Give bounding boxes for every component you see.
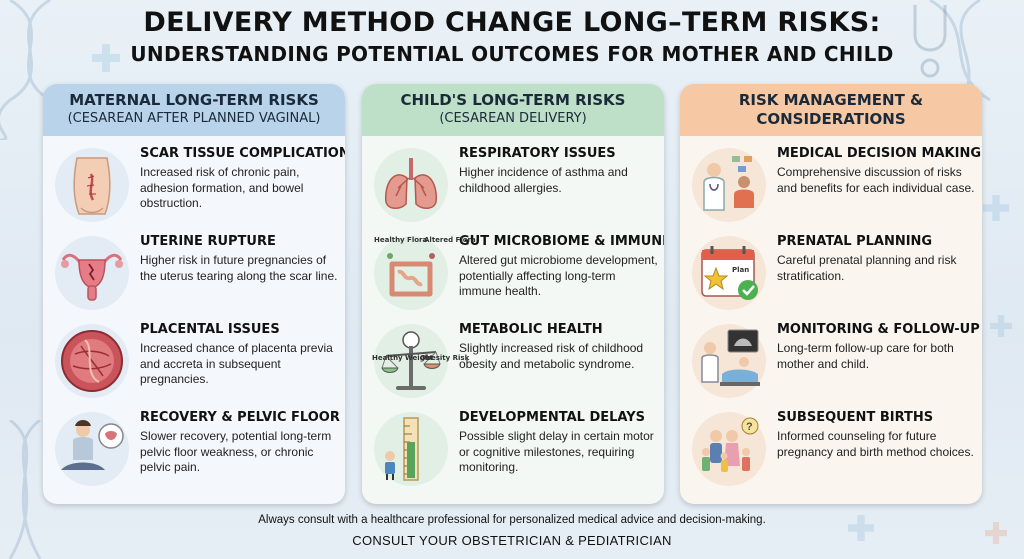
placenta-icon [55,324,129,398]
risk-item: RECOVERY & PELVIC FLOOR Slower recovery,… [43,408,345,496]
item-title: DEVELOPMENTAL DELAYS [459,410,645,425]
medical-cross-icon [985,522,1007,544]
item-title: MEDICAL DECISION MAKING [777,146,982,161]
consideration-item: Plan PRENATAL PLANNING Careful prenatal … [680,232,982,320]
ultrasound-icon [692,324,766,398]
pelvic-recovery-icon [55,412,129,486]
intestine-icon [374,236,448,310]
risk-item: METABOLIC HEALTH Slightly increased risk… [362,320,664,408]
child-risks-panel: CHILD'S LONG-TERM RISKS (CESAREAN DELIVE… [362,84,664,504]
maternal-risks-panel: MATERNAL LONG-TERM RISKS (CESAREAN AFTER… [43,84,345,504]
item-description: Higher incidence of asthma and childhood… [459,165,628,195]
item-title: METABOLIC HEALTH [459,322,603,337]
consideration-item: MONITORING & FOLLOW-UP Long-term follow-… [680,320,982,408]
risk-item: SCAR TISSUE COMPLICATIONS Increased risk… [43,144,345,232]
calendar-plan-icon: Plan [692,236,766,310]
item-description: Slightly increased risk of childhood obe… [459,341,644,371]
family-icon: ? [692,412,766,486]
panel-header: RISK MANAGEMENT & CONSIDERATIONS [680,84,982,136]
doctor-consult-icon [692,148,766,222]
consult-banner: CONSULT YOUR OBSTETRICIAN & PEDIATRICIAN [352,533,672,548]
balance-scale-icon [374,324,448,398]
consideration-item: MEDICAL DECISION MAKING Comprehensive di… [680,144,982,232]
item-description: Altered gut microbiome development, pote… [459,253,658,298]
risk-item: UTERINE RUPTURE Higher risk in future pr… [43,232,345,320]
item-title: PRENATAL PLANNING [777,234,933,249]
medical-cross-icon [990,315,1012,337]
panel-header: CHILD'S LONG-TERM RISKS (CESAREAN DELIVE… [362,84,664,136]
item-title: RECOVERY & PELVIC FLOOR [140,410,340,425]
page-title: DELIVERY METHOD CHANGE LONG–TERM RISKS: … [0,6,1024,68]
item-description: Slower recovery, potential long-term pel… [140,429,332,474]
risk-item: GUT MICROBIOME & IMMUNITY Altered gut mi… [362,232,664,320]
item-title: RESPIRATORY ISSUES [459,146,616,161]
uterus-icon [55,236,129,310]
risk-item: RESPIRATORY ISSUES Higher incidence of a… [362,144,664,232]
item-description: Careful prenatal planning and risk strat… [777,253,957,283]
panel-heading: RISK MANAGEMENT & [738,91,924,109]
item-description: Higher risk in future pregnancies of the… [140,253,338,283]
item-description: Increased chance of placenta previa and … [140,341,333,386]
abdomen-scar-icon [55,148,129,222]
medical-cross-icon [983,195,1009,221]
item-description: Long-term follow-up care for both mother… [777,341,954,371]
stethoscope-icon [913,5,947,78]
risk-item: DEVELOPMENTAL DELAYS Possible slight del… [362,408,664,496]
item-description: Comprehensive discussion of risks and be… [777,165,975,195]
medical-cross-icon [92,44,120,72]
growth-chart-icon [374,412,448,486]
panel-subheading: CONSIDERATIONS [756,110,906,128]
item-title: GUT MICROBIOME & IMMUNITY [459,234,664,249]
panel-header: MATERNAL LONG-TERM RISKS (CESAREAN AFTER… [43,84,345,136]
svg-text:?: ? [746,421,753,433]
item-description: Informed counseling for future pregnancy… [777,429,974,459]
disclaimer-note: Always consult with a healthcare profess… [258,514,766,526]
panel-heading: MATERNAL LONG-TERM RISKS [69,91,319,109]
item-title: UTERINE RUPTURE [140,234,276,249]
dna-strand-icon [8,420,42,559]
panel-subheading: (CESAREAN AFTER PLANNED VAGINAL) [67,111,321,126]
risk-management-panel: RISK MANAGEMENT & CONSIDERATIONS MEDICAL… [680,84,982,504]
medical-cross-icon [848,515,874,541]
item-title: PLACENTAL ISSUES [140,322,280,337]
lungs-icon [374,148,448,222]
plan-label: Plan [732,266,749,274]
risk-item: PLACENTAL ISSUES Increased chance of pla… [43,320,345,408]
item-title: MONITORING & FOLLOW-UP [777,322,980,337]
panel-subheading: (CESAREAN DELIVERY) [439,111,587,126]
item-description: Increased risk of chronic pain, adhesion… [140,165,304,210]
item-title: SUBSEQUENT BIRTHS [777,410,934,425]
panel-heading: CHILD'S LONG-TERM RISKS [400,91,626,109]
item-description: Possible slight delay in certain motor o… [459,429,654,474]
title-line-2: UNDERSTANDING POTENTIAL OUTCOMES FOR MOT… [130,42,894,66]
consideration-item: ? SUBSEQUENT BIRTHS Informed counseling … [680,408,982,496]
item-title: SCAR TISSUE COMPLICATIONS [140,146,345,161]
title-line-1: DELIVERY METHOD CHANGE LONG–TERM RISKS: [143,7,881,38]
